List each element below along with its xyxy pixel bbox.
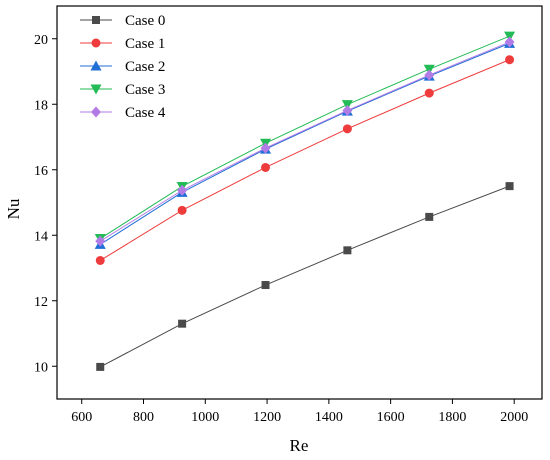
legend-label: Case 2 <box>125 59 165 75</box>
series-0 <box>96 182 514 371</box>
data-point <box>342 124 352 134</box>
data-point <box>96 362 105 371</box>
data-point <box>95 255 105 265</box>
series-line <box>100 185 510 368</box>
plot-frame <box>56 5 543 400</box>
y-tick-label: 14 <box>34 229 48 244</box>
data-point <box>177 184 188 196</box>
series-line <box>99 42 510 245</box>
x-tick-label: 2000 <box>500 410 528 425</box>
data-point <box>261 162 271 172</box>
y-tick-label: 20 <box>34 33 48 48</box>
y-tick-label: 16 <box>34 164 48 179</box>
data-point <box>424 69 435 81</box>
legend-label: Case 1 <box>125 36 165 52</box>
y-tick-label: 18 <box>34 98 48 113</box>
series-line <box>99 41 510 242</box>
y-axis: 10 12 14 16 18 20 <box>34 33 57 375</box>
series-1 <box>95 55 515 265</box>
series-4 <box>95 36 515 247</box>
legend-marker <box>90 60 102 71</box>
y-tick-label: 10 <box>34 360 48 375</box>
data-point <box>177 205 187 215</box>
legend: Case 0 Case 1 Case 2 Case 3 Case 4 <box>80 13 166 121</box>
legend-item: Case 4 <box>80 105 166 121</box>
x-tick-label: 1800 <box>438 410 466 425</box>
legend-item: Case 0 <box>80 13 165 29</box>
legend-marker <box>91 38 101 48</box>
series-line <box>99 35 510 239</box>
legend-item: Case 1 <box>80 36 165 52</box>
data-point <box>342 104 353 116</box>
y-axis-title: Nu <box>4 198 23 219</box>
legend-item: Case 3 <box>80 82 165 98</box>
data-point <box>95 235 106 247</box>
x-tick-label: 800 <box>133 410 154 425</box>
x-axis: 600 800 1000 1200 1400 1600 1800 2000 <box>71 399 528 425</box>
x-tick-label: 1600 <box>377 410 405 425</box>
data-point <box>425 212 434 221</box>
x-axis-title: Re <box>290 436 309 455</box>
data-point <box>178 319 187 328</box>
legend-label: Case 3 <box>125 82 165 98</box>
legend-label: Case 0 <box>125 13 165 29</box>
legend-marker <box>90 84 102 95</box>
data-point <box>261 281 270 290</box>
data-point <box>505 182 514 191</box>
data-point <box>424 88 434 98</box>
series-layer <box>94 31 516 371</box>
data-point <box>504 36 515 48</box>
data-point <box>505 55 515 65</box>
legend-marker <box>91 106 101 118</box>
x-tick-label: 1200 <box>253 410 281 425</box>
legend-label: Case 4 <box>125 105 166 121</box>
y-tick-label: 12 <box>34 295 48 310</box>
x-tick-label: 600 <box>71 410 92 425</box>
data-point <box>260 142 271 154</box>
x-tick-label: 1000 <box>191 410 219 425</box>
data-point <box>343 246 352 255</box>
x-tick-label: 1400 <box>315 410 343 425</box>
series-line <box>99 59 510 261</box>
legend-item: Case 2 <box>80 59 165 75</box>
legend-marker <box>92 16 100 24</box>
